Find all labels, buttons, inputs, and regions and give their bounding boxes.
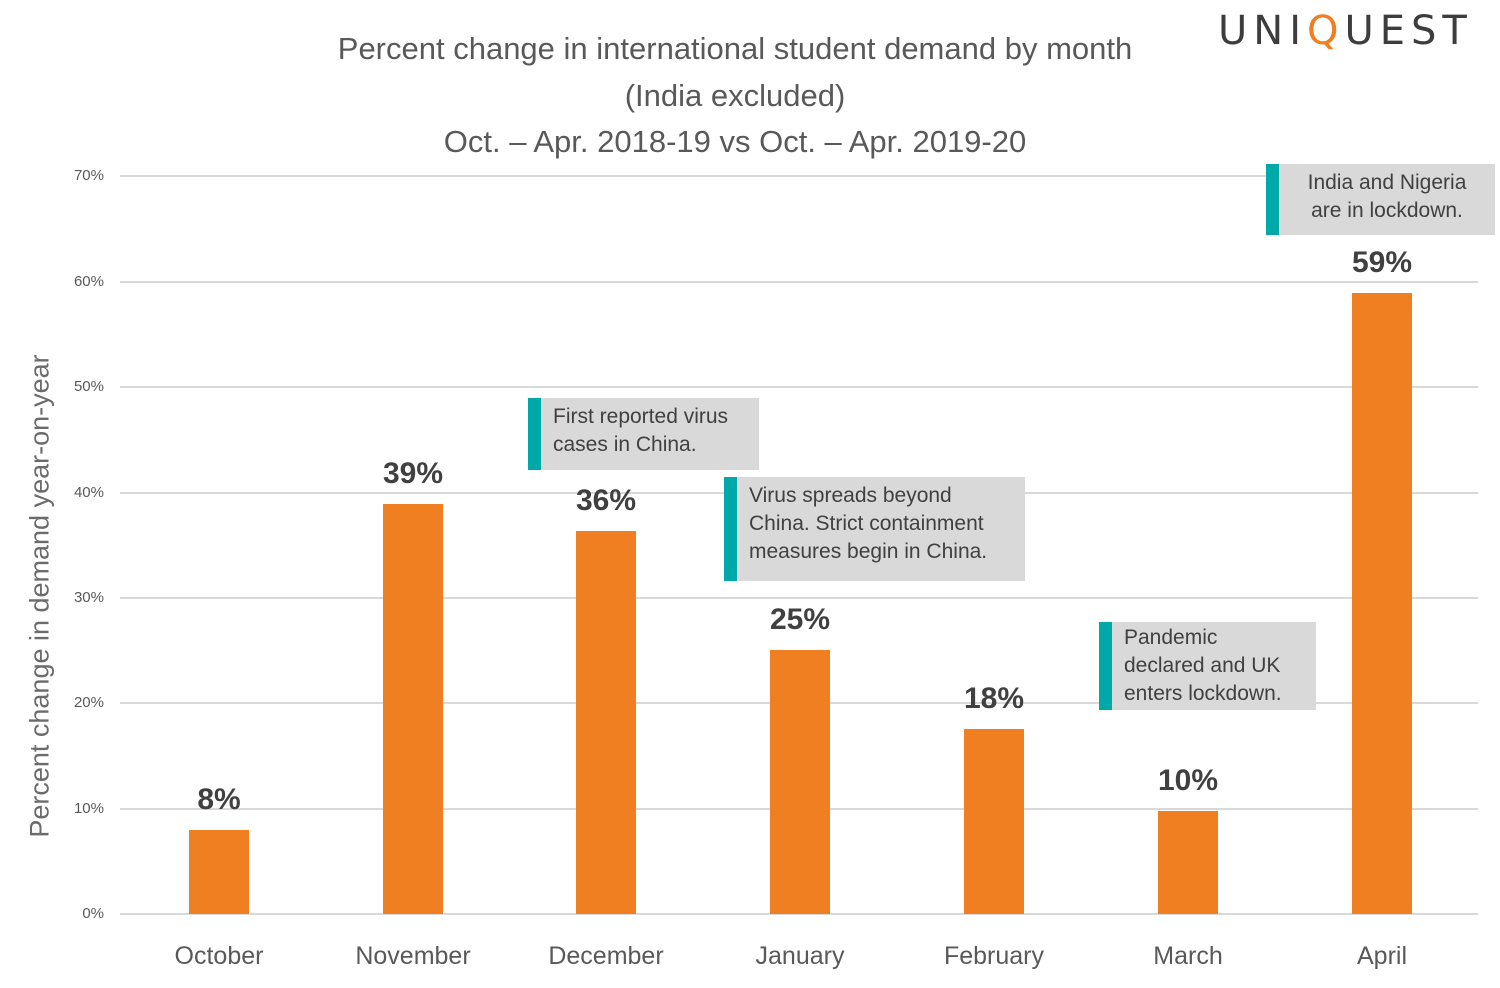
- y-tick: 70%: [73, 167, 104, 184]
- bar-october: [189, 830, 249, 914]
- y-tick: 10%: [73, 800, 104, 817]
- annotation-april: India and Nigeria are in lockdown.: [1266, 164, 1495, 235]
- y-tick: 60%: [73, 273, 104, 290]
- bar-february: [964, 729, 1024, 914]
- annotation-march: Pandemic declared and UK enters lockdown…: [1099, 622, 1316, 710]
- x-label-march: March: [1153, 942, 1223, 970]
- annotation-text: are in lockdown.: [1311, 199, 1463, 222]
- annotation-text: Virus spreads beyond: [749, 484, 952, 507]
- gridline-30: [120, 597, 1478, 599]
- value-label-february: 18%: [963, 682, 1025, 715]
- value-label-december: 36%: [575, 484, 637, 517]
- value-label-november: 39%: [382, 457, 444, 490]
- gridline-50: [120, 386, 1478, 388]
- bar-january: [770, 650, 830, 914]
- y-axis-label: Percent change in demand year-on-year: [24, 354, 55, 838]
- annotation-text: Pandemic: [1124, 626, 1218, 649]
- x-label-february: February: [943, 942, 1045, 970]
- gridline-70: [120, 175, 1478, 177]
- value-label-march: 10%: [1157, 764, 1219, 797]
- x-label-november: November: [355, 942, 471, 970]
- value-label-october: 8%: [197, 783, 241, 816]
- annotation-text: First reported virus: [553, 405, 729, 428]
- x-label-december: December: [548, 942, 664, 970]
- annotation-text: enters lockdown.: [1124, 682, 1282, 705]
- bar-april: [1352, 293, 1412, 914]
- gridline-0: [120, 913, 1478, 915]
- y-tick: 0%: [82, 905, 104, 922]
- chart-title-line-3: Oct. – Apr. 2018-19 vs Oct. – Apr. 2019-…: [443, 124, 1027, 159]
- y-tick: 20%: [73, 694, 104, 711]
- y-tick: 50%: [73, 378, 104, 395]
- bar-march: [1158, 811, 1218, 914]
- bar-december: [576, 531, 636, 914]
- annotation-january: Virus spreads beyond China. Strict conta…: [724, 477, 1025, 581]
- bar-november: [383, 504, 443, 914]
- x-label-january: January: [755, 942, 845, 970]
- annotation-text: measures begin in China.: [749, 540, 988, 563]
- x-label-october: October: [174, 942, 264, 970]
- annotation-text: India and Nigeria: [1307, 171, 1467, 194]
- annotation-december: First reported virus cases in China.: [528, 398, 759, 470]
- annotation-text: cases in China.: [553, 433, 697, 456]
- y-tick: 30%: [73, 589, 104, 606]
- uniquest-logo: UNIQUEST: [1218, 8, 1473, 54]
- chart-title-line-2: (India excluded): [624, 78, 846, 113]
- annotation-text: declared and UK: [1124, 654, 1281, 677]
- x-label-april: April: [1356, 942, 1407, 970]
- annotation-text: China. Strict containment: [749, 512, 984, 535]
- value-label-january: 25%: [769, 603, 831, 636]
- y-tick: 40%: [73, 484, 104, 501]
- value-label-april: 59%: [1351, 246, 1413, 279]
- chart-title-line-1: Percent change in international student …: [337, 31, 1133, 66]
- gridline-60: [120, 281, 1478, 283]
